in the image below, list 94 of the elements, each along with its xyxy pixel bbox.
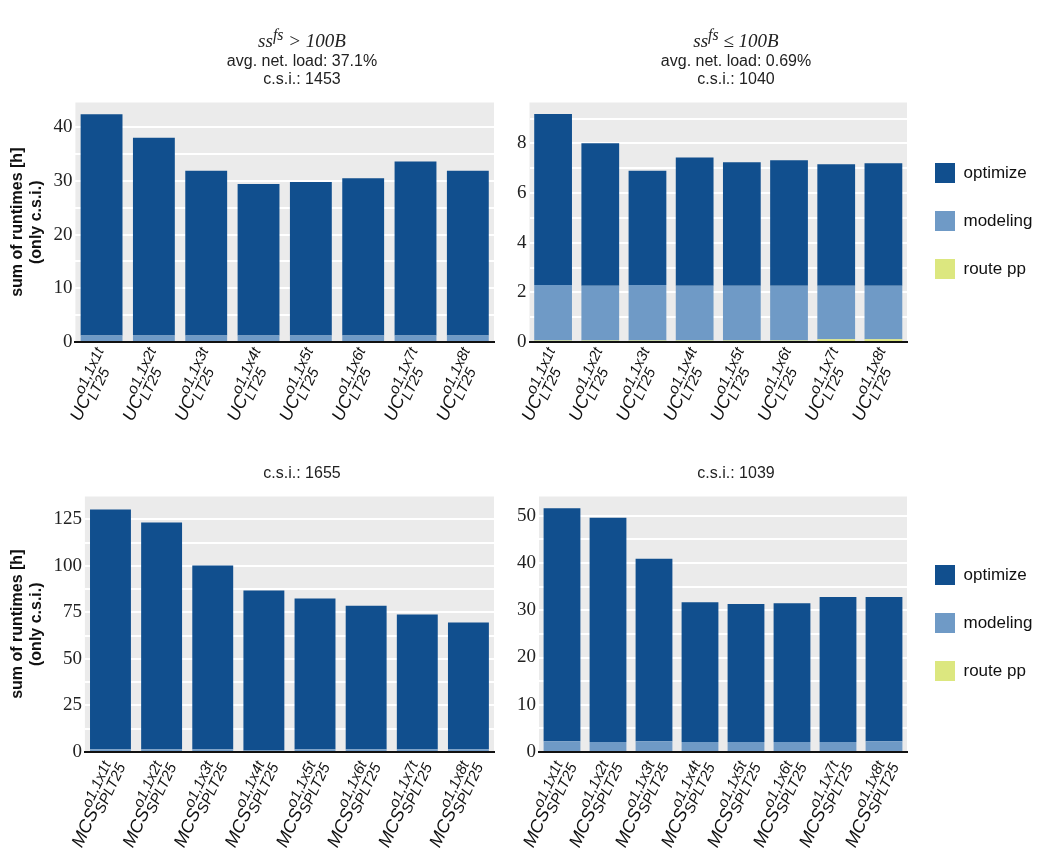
chart-subtitle: avg. net. load: 0.69% xyxy=(659,52,813,70)
bar xyxy=(446,170,489,336)
bar xyxy=(819,742,857,751)
bar xyxy=(237,184,280,336)
y-tick-label: 100 xyxy=(53,553,82,575)
bar xyxy=(80,114,123,336)
y-tick-label: 75 xyxy=(62,600,82,622)
bar xyxy=(342,335,385,341)
bar xyxy=(342,178,385,336)
y-axis-title: sum of runtimes [h] (only c.s.i.) xyxy=(8,549,45,699)
bar xyxy=(446,335,489,341)
bar xyxy=(722,162,761,286)
y-tick-label: 4 xyxy=(517,230,527,252)
y-tick-label: 6 xyxy=(517,181,527,203)
y-tick-label: 40 xyxy=(517,551,536,572)
bar xyxy=(534,114,572,285)
bar xyxy=(635,741,673,751)
y-tick-label: 0 xyxy=(62,329,73,351)
text: c.s.i.: 1453 xyxy=(262,70,342,88)
bar xyxy=(773,603,811,743)
y-tick-label: 20 xyxy=(53,222,73,244)
bar xyxy=(817,164,856,286)
bar xyxy=(675,285,714,341)
chart-subtitle: avg. net. load: 37.1% xyxy=(225,52,379,70)
chart-title: ss$^{fs}$ ≤ 100B xyxy=(692,25,780,52)
bar xyxy=(185,335,228,341)
bar xyxy=(635,558,673,742)
chart-title: c.s.i.: 1655 xyxy=(262,464,342,482)
bar xyxy=(345,605,387,750)
bar xyxy=(589,517,627,743)
bar xyxy=(864,163,903,286)
chart-title: c.s.i.: 1039 xyxy=(696,464,776,482)
bar xyxy=(727,742,765,751)
legend-label: route pp xyxy=(963,660,1026,680)
bar xyxy=(294,598,336,750)
y-tick-label: 40 xyxy=(53,115,73,137)
bar xyxy=(770,285,808,341)
y-tick-label: 30 xyxy=(53,168,73,190)
y-tick-label: 2 xyxy=(517,280,527,302)
bar xyxy=(770,160,808,286)
y-tick-label: 0 xyxy=(72,739,82,761)
y-tick-label: 125 xyxy=(53,507,82,529)
bar xyxy=(543,508,581,742)
y-tick-label: 10 xyxy=(517,692,536,714)
bar xyxy=(132,335,175,341)
bar xyxy=(817,285,856,340)
bar xyxy=(90,509,131,750)
y-tick-label: 20 xyxy=(517,645,536,667)
bar xyxy=(819,597,857,743)
bar xyxy=(237,335,280,341)
y-tick-label: 0 xyxy=(517,329,527,351)
bar xyxy=(447,622,489,750)
bar xyxy=(396,614,438,750)
bar xyxy=(192,565,234,750)
y-tick-label: 0 xyxy=(526,739,536,761)
bar xyxy=(681,602,719,743)
bar xyxy=(394,335,437,341)
legend-label: optimize xyxy=(963,162,1027,182)
bar xyxy=(628,284,667,341)
bar xyxy=(589,742,627,751)
legend-label: route pp xyxy=(963,258,1026,278)
y-tick-label: 50 xyxy=(517,503,536,525)
bar xyxy=(243,590,285,751)
bar xyxy=(581,285,620,341)
text: c.s.i.: 1040 xyxy=(696,70,776,88)
bar xyxy=(865,597,903,742)
y-tick-label: 8 xyxy=(517,131,527,153)
bar xyxy=(132,137,175,336)
bar xyxy=(865,741,903,751)
y-tick-label: 10 xyxy=(53,276,73,298)
bar xyxy=(534,284,572,341)
bar xyxy=(394,161,437,336)
y-tick-label: 50 xyxy=(62,646,82,668)
bar xyxy=(141,522,183,750)
bar xyxy=(581,143,620,286)
y-tick-label: 30 xyxy=(517,598,536,620)
legend-label: modeling xyxy=(963,210,1033,230)
legend-label: optimize xyxy=(963,564,1027,584)
bar xyxy=(289,335,332,341)
bar xyxy=(773,742,811,751)
bar xyxy=(722,285,761,341)
bar xyxy=(543,741,581,751)
bar xyxy=(289,181,332,336)
bar xyxy=(80,335,123,341)
bar xyxy=(681,742,719,751)
bar xyxy=(727,604,765,743)
bar xyxy=(628,170,667,285)
bar xyxy=(185,170,228,336)
y-axis-title: sum of runtimes [h] (only c.s.i.) xyxy=(8,147,45,297)
bar xyxy=(864,285,903,340)
legend-label: modeling xyxy=(963,612,1033,632)
chart-title: ss$^{fs}$ > 100B xyxy=(257,25,347,52)
bar xyxy=(675,157,714,286)
y-tick-label: 25 xyxy=(62,693,82,715)
